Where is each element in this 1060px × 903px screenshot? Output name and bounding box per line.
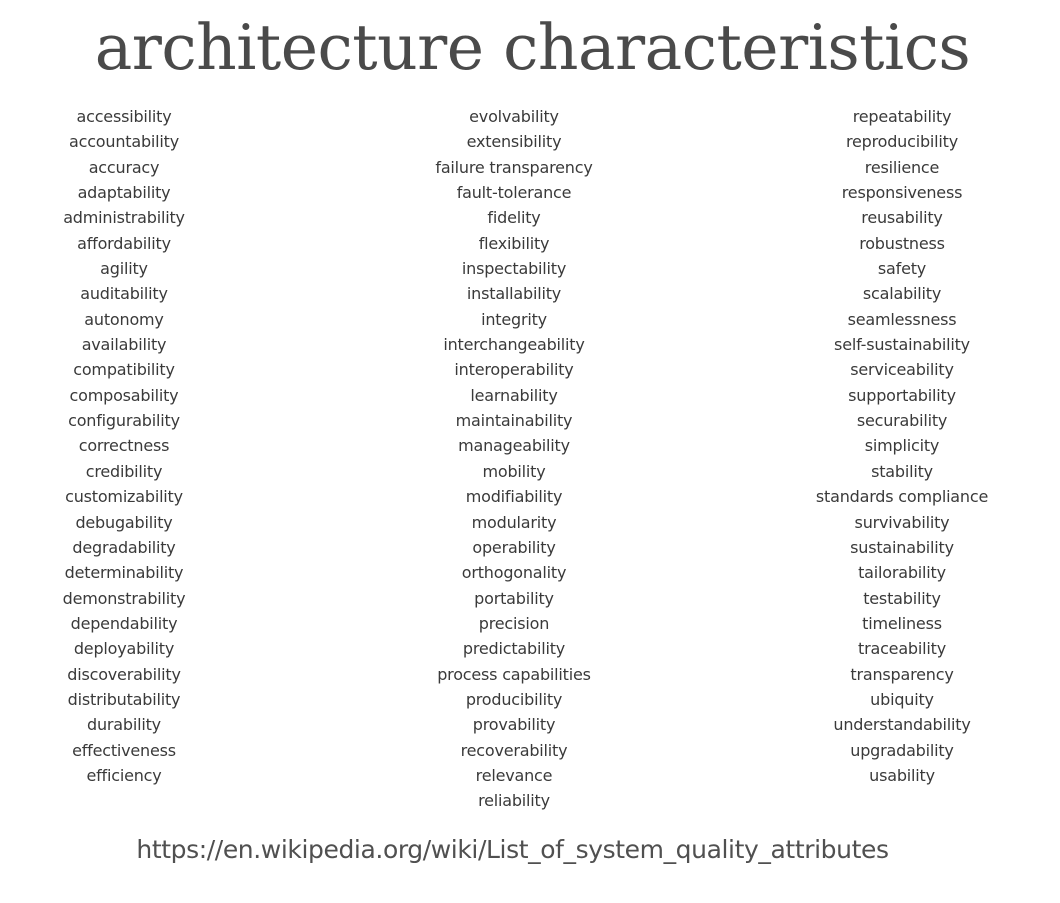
characteristic-item: securability — [856, 411, 948, 431]
characteristic-item: modifiability — [465, 487, 563, 507]
characteristic-item: administrability — [63, 208, 185, 228]
characteristic-item: distributability — [67, 689, 181, 709]
characteristic-item: fault-tolerance — [456, 183, 572, 203]
characteristics-column-1: accessibility accountability accuracy adapt… — [63, 104, 186, 788]
characteristic-item: portability — [474, 588, 554, 608]
characteristic-item: supportability — [848, 385, 956, 405]
characteristic-item: fidelity — [487, 208, 541, 228]
characteristic-item: composability — [69, 385, 179, 405]
characteristic-item: efficiency — [86, 765, 162, 785]
characteristic-item: agility — [100, 259, 148, 279]
characteristic-item: inspectability — [461, 259, 567, 279]
characteristic-item: interoperability — [454, 360, 574, 380]
characteristic-item: accessibility — [76, 107, 172, 126]
characteristic-item: orthogonality — [461, 563, 567, 583]
characteristic-item: failure transparency — [435, 157, 593, 177]
characteristic-item: correctness — [78, 436, 170, 456]
characteristic-item: manageability — [458, 436, 570, 456]
characteristics-column-2: evolvability extensibility failure transpa… — [435, 104, 592, 814]
characteristic-item: safety — [877, 259, 927, 279]
characteristic-item: reusability — [861, 208, 943, 228]
characteristic-item: reliability — [478, 791, 550, 811]
characteristic-item: modularity — [471, 512, 557, 532]
characteristic-item: tailorability — [858, 563, 946, 583]
characteristic-item: customizability — [65, 487, 183, 507]
slide-title: architecture characteristics — [94, 11, 971, 84]
characteristic-item: stability — [871, 461, 933, 481]
characteristic-item: upgradability — [850, 740, 954, 760]
characteristic-item: integrity — [481, 309, 547, 329]
characteristic-item: provability — [472, 715, 556, 735]
characteristic-item: degradability — [72, 537, 176, 557]
characteristic-item: understandability — [833, 715, 971, 735]
characteristic-item: transparency — [850, 664, 954, 684]
characteristic-item: serviceability — [850, 360, 954, 380]
characteristic-item: demonstrability — [62, 588, 186, 608]
characteristic-item: precision — [478, 613, 550, 633]
characteristics-column-3: repeatability reproducibility resilience re… — [816, 104, 988, 788]
characteristic-item: auditability — [80, 284, 168, 304]
characteristic-item: robustness — [859, 233, 945, 253]
characteristic-item: scalability — [862, 284, 942, 304]
characteristic-item: standards compliance — [815, 487, 989, 507]
characteristic-item: mobility — [482, 461, 546, 481]
characteristic-item: adaptability — [77, 183, 171, 203]
characteristic-item: responsiveness — [841, 183, 963, 203]
characteristic-item: sustainability — [850, 537, 954, 557]
characteristic-item: producibility — [465, 689, 563, 709]
characteristic-item: affordability — [77, 233, 171, 253]
characteristic-item: relevance — [475, 765, 553, 785]
characteristic-item: recoverability — [460, 740, 568, 760]
characteristic-item: compatibility — [73, 360, 175, 380]
characteristic-item: simplicity — [864, 436, 940, 456]
characteristic-item: dependability — [70, 613, 178, 633]
characteristic-item: process capabilities — [437, 664, 591, 684]
characteristic-item: debugability — [75, 512, 173, 532]
characteristic-item: timeliness — [862, 613, 942, 633]
characteristic-item: usability — [869, 765, 935, 785]
characteristic-item: effectiveness — [72, 740, 176, 760]
characteristic-item: seamlessness — [847, 309, 957, 329]
characteristic-item: predictability — [462, 639, 566, 659]
characteristic-item: flexibility — [478, 233, 550, 253]
characteristic-item: accountability — [69, 132, 179, 152]
characteristic-item: survivability — [854, 512, 950, 532]
source-link[interactable]: https://en.wikipedia.org/wiki/List_of_sy… — [136, 835, 889, 864]
characteristic-item: discoverability — [67, 664, 181, 684]
characteristic-item: availability — [81, 335, 167, 355]
characteristic-item: reproducibility — [845, 132, 959, 152]
characteristic-item: credibility — [85, 461, 163, 481]
characteristic-item: ubiquity — [870, 689, 934, 709]
characteristic-item: accuracy — [88, 157, 160, 177]
characteristic-item: determinability — [64, 563, 184, 583]
characteristic-item: deployability — [73, 639, 175, 659]
characteristic-item: autonomy — [84, 309, 164, 329]
characteristic-item: learnability — [470, 385, 558, 405]
characteristic-item: testability — [863, 588, 941, 608]
characteristic-item: operability — [472, 537, 556, 557]
characteristic-item: extensibility — [466, 132, 562, 152]
characteristic-item: installability — [466, 284, 562, 304]
characteristic-item: maintainability — [455, 411, 573, 431]
characteristic-item: repeatability — [852, 107, 952, 126]
characteristic-item: traceability — [858, 639, 946, 659]
characteristic-item: configurability — [68, 411, 180, 431]
characteristic-item: resilience — [864, 157, 940, 177]
characteristic-item: durability — [87, 715, 161, 735]
characteristic-item: evolvability — [469, 107, 559, 126]
characteristic-item: self-sustainability — [834, 335, 970, 355]
characteristic-item: interchangeability — [443, 335, 585, 355]
